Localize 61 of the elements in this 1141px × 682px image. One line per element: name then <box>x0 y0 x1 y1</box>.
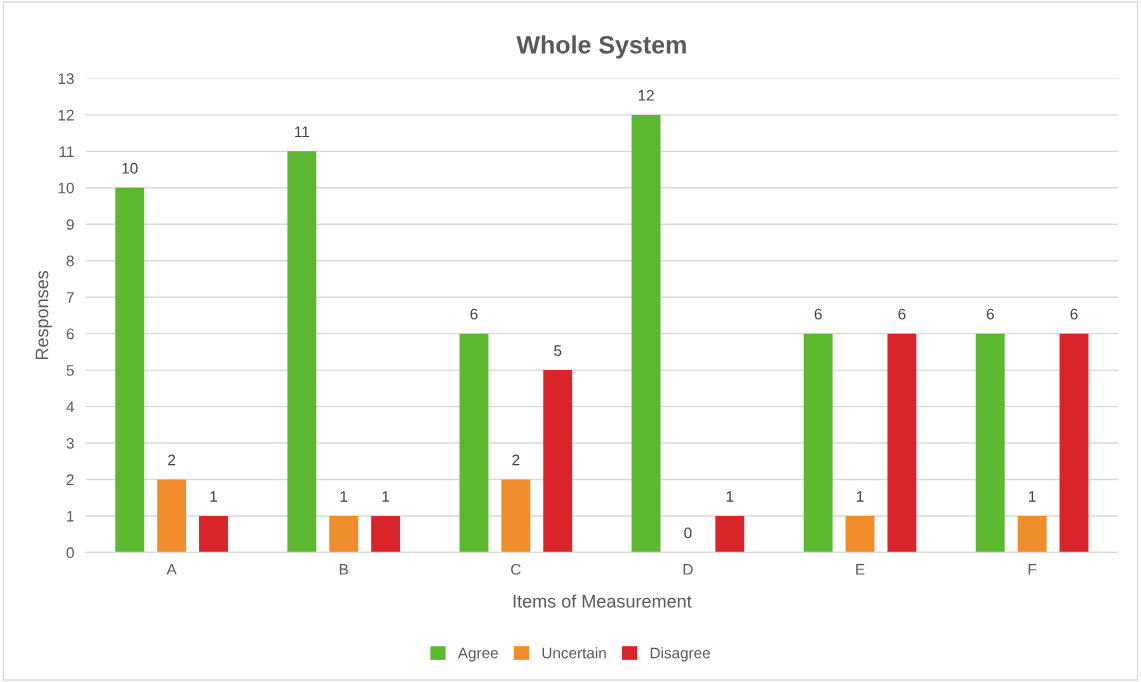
bar <box>371 515 401 553</box>
y-tick-label: 10 <box>58 182 74 194</box>
bar <box>329 515 359 553</box>
x-tick-label: F <box>1028 564 1037 575</box>
bar <box>887 333 917 553</box>
data-label: 11 <box>295 126 310 138</box>
y-tick-label: 2 <box>66 474 74 486</box>
data-label: 6 <box>470 308 478 320</box>
legend-label: Agree <box>457 647 498 662</box>
x-tick-label: E <box>856 564 865 575</box>
bar <box>501 479 531 553</box>
x-tick-label: A <box>166 564 177 575</box>
bar <box>115 187 145 553</box>
data-label: 6 <box>898 308 906 320</box>
data-label: 1 <box>340 491 348 502</box>
legend-label: Disagree <box>650 647 710 662</box>
data-label: 2 <box>512 454 520 466</box>
bar <box>803 333 833 553</box>
data-label: 1 <box>382 491 390 502</box>
y-axis-title: Responses <box>35 270 52 360</box>
bar <box>199 515 228 553</box>
data-label: 10 <box>122 162 138 174</box>
y-tick-label: 13 <box>58 73 74 85</box>
y-tick-label: 11 <box>59 146 74 157</box>
bar <box>1017 515 1047 553</box>
bar <box>631 114 661 553</box>
bar <box>459 333 489 553</box>
bar <box>543 370 573 553</box>
x-axis-title: Items of Measurement <box>513 594 692 608</box>
data-label: 1 <box>1029 491 1036 502</box>
x-tick-label: C <box>511 563 521 575</box>
data-label: 6 <box>814 308 822 320</box>
y-tick-label: 3 <box>66 437 74 449</box>
data-label: 1 <box>726 491 734 502</box>
y-tick-label: 0 <box>66 547 74 559</box>
y-tick-label: 1 <box>67 510 74 522</box>
y-tick-label: 9 <box>66 219 74 230</box>
bar <box>975 333 1005 553</box>
data-label: 1 <box>210 491 218 502</box>
data-label: 0 <box>684 527 692 539</box>
y-tick-label: 12 <box>58 109 74 121</box>
y-tick-label: 7 <box>66 292 74 303</box>
bar <box>157 479 187 553</box>
data-label: 6 <box>986 308 994 320</box>
bar <box>1059 333 1089 553</box>
x-tick-label: B <box>339 564 349 575</box>
data-label: 6 <box>1070 308 1078 320</box>
y-tick-label: 6 <box>66 328 74 340</box>
x-tick-label: D <box>683 564 693 575</box>
data-label: 12 <box>638 89 654 101</box>
data-label: 1 <box>856 491 864 502</box>
y-tick-label: 8 <box>66 255 74 267</box>
y-tick-label: 5 <box>66 365 74 376</box>
bar <box>715 515 745 553</box>
data-label: 2 <box>168 454 176 466</box>
bar <box>845 515 875 553</box>
data-label: 5 <box>554 345 562 356</box>
y-tick-label: 4 <box>66 401 75 413</box>
chart-title: Whole System <box>516 35 686 59</box>
legend-label: Uncertain <box>542 647 606 659</box>
bar <box>287 151 317 553</box>
